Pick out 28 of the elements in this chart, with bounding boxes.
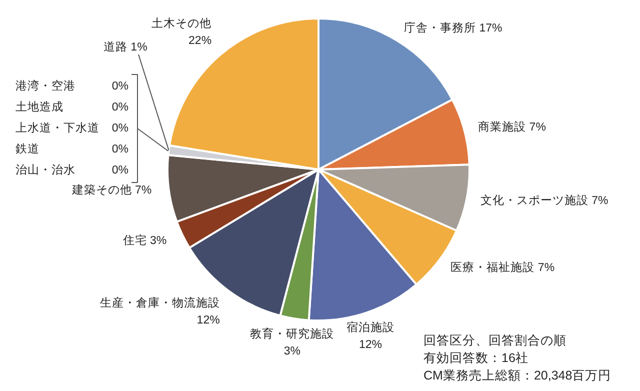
text: 0% [112, 102, 129, 114]
data-label: 12% [358, 339, 382, 352]
data-label: 22% [188, 34, 212, 47]
category-label: 港湾・空港 [16, 80, 76, 92]
slice-label: 建築その他 7% [70, 184, 152, 197]
slice-label: 土木その他 [152, 16, 212, 30]
data-label: 3% [284, 345, 300, 358]
text: 回答区分、回答割合の順 [424, 334, 566, 348]
data-label: 12% [196, 314, 220, 327]
text: 0% [112, 164, 129, 176]
text: 0% [112, 122, 129, 134]
slice-label: 道路 1% [103, 40, 148, 54]
category-label: 治山・治水 [16, 164, 76, 176]
slice-label: 医療・福祉施設 7% [450, 260, 555, 274]
text: 0% [112, 80, 129, 92]
text: 有効回答数：16社 [424, 351, 528, 365]
slice-label: 商業施設 7% [478, 120, 546, 134]
slice-label: 庁舎・事務所 17% [404, 20, 502, 34]
slice-label: 文化・スポーツ施設 7% [480, 193, 608, 208]
category-label: 土地造成 [16, 102, 64, 114]
slice-label: 住宅 3% [122, 233, 167, 248]
category-label: 上水道・下水道 [16, 122, 100, 134]
category-label: 鉄道 [16, 144, 40, 156]
text: 0% [112, 144, 129, 156]
slice-label: 宿泊施設 [346, 320, 394, 334]
slice-label: 生産・倉庫・物流施設 [100, 296, 220, 310]
slice-label: 教育・研究施設 [250, 326, 334, 340]
text: CM業務売上総額：20,348百万円 [424, 368, 612, 382]
